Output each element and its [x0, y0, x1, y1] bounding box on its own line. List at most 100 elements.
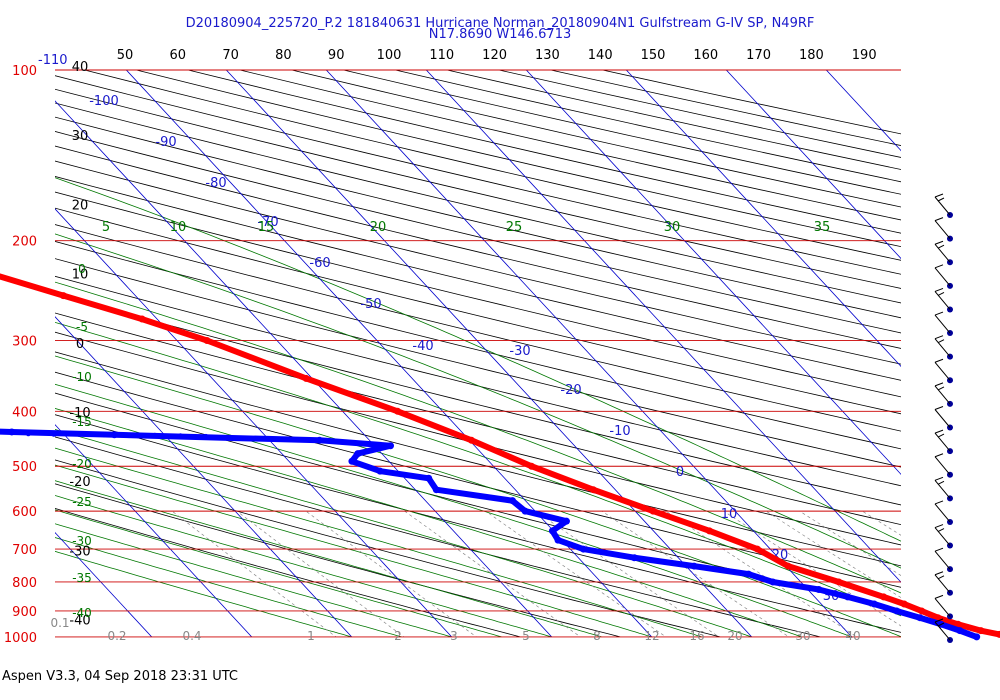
- dewpoint-profile-point: [893, 607, 901, 615]
- moist-adiabat-label: 35: [814, 220, 831, 235]
- top-axis-label: 170: [746, 48, 771, 63]
- isotherm-label: -100: [89, 94, 119, 109]
- dewpoint-profile-point: [387, 442, 395, 450]
- temperature-profile-point: [589, 486, 597, 494]
- dry-adiabat-line: [55, 131, 901, 334]
- temperature-profile-point: [784, 562, 792, 570]
- wind-barb-staff: [934, 456, 951, 476]
- isotherm-line: [325, 70, 853, 637]
- moist-adiabat-line: [55, 233, 901, 569]
- dry-adiabat-line: [55, 207, 901, 415]
- wind-barb-feather: [934, 406, 944, 410]
- pressure-label: 800: [12, 576, 37, 591]
- wind-barb-feather: [934, 287, 944, 292]
- wind-barb-feather: [934, 571, 944, 576]
- temperature-profile-point: [138, 315, 146, 323]
- height-axis-label: -30: [69, 544, 90, 559]
- temperature-profile-point: [900, 600, 908, 608]
- temperature-profile-point: [977, 627, 985, 635]
- isotherm-line: [55, 531, 153, 637]
- moist-adiabat-label: 25: [506, 220, 523, 235]
- wind-barb-feather: [934, 240, 944, 245]
- dewpoint-profile-point: [870, 600, 878, 608]
- moist-adiabat-label: 20: [370, 220, 387, 235]
- moist-adiabat-line: [55, 429, 754, 637]
- dewpoint-profile-point: [690, 562, 698, 570]
- moist-adiabat-label: -5: [76, 320, 88, 334]
- wind-barb-staff: [934, 385, 951, 405]
- moist-adiabat-line: [55, 355, 901, 637]
- moist-adiabat-label: 0: [78, 262, 86, 276]
- dewpoint-profile-point: [425, 474, 433, 482]
- wind-barb-feather: [934, 453, 944, 458]
- dry-adiabat-line: [55, 508, 523, 637]
- wind-barb-staff: [934, 361, 951, 381]
- moist-adiabat-line: [55, 447, 704, 637]
- dry-adiabat-line: [55, 191, 901, 398]
- moist-adiabat-label: 5: [102, 220, 110, 235]
- moist-adiabat-line: [55, 480, 604, 637]
- wind-barb-staff: [934, 314, 951, 334]
- mixing-ratio-line: [799, 510, 901, 576]
- isotherm-line: [425, 70, 901, 583]
- moist-adiabat-label: -20: [72, 457, 92, 471]
- pressure-label: 900: [12, 605, 37, 620]
- pressure-label: 100: [12, 64, 37, 79]
- wind-barb-feather: [937, 197, 945, 202]
- moist-adiabat-label: -25: [72, 495, 92, 509]
- dry-adiabat-line: [55, 331, 901, 546]
- chart-title-line2: N17.8690 W146.6713: [428, 27, 572, 42]
- top-axis-label: 130: [535, 48, 560, 63]
- temperature-profile-point: [995, 630, 1000, 638]
- dewpoint-profile-point: [973, 633, 981, 641]
- height-axis-label: -40: [69, 614, 90, 629]
- pressure-label: 600: [12, 505, 37, 520]
- dewpoint-profile-point: [521, 507, 529, 515]
- dewpoint-profile-point: [916, 614, 924, 622]
- moist-adiabat-line: [55, 281, 901, 594]
- corner-temp-label: -110: [38, 53, 68, 68]
- dewpoint-profile-point: [316, 436, 324, 444]
- isotherm-label: -10: [609, 424, 630, 439]
- dewpoint-profile-point: [554, 536, 562, 544]
- isotherm-label: -90: [155, 135, 176, 150]
- dry-adiabat-line: [55, 414, 901, 633]
- isotherm-line: [55, 316, 353, 637]
- temperature-profile-point: [753, 545, 761, 553]
- dewpoint-sparse-point: [25, 431, 31, 437]
- wind-barb-feather: [934, 217, 944, 222]
- moist-adiabat-label: -15: [72, 415, 92, 429]
- height-axis-label: -10: [69, 406, 90, 421]
- wind-barb-feather: [934, 500, 944, 505]
- pressure-label: 200: [12, 235, 37, 250]
- wind-barb-feather: [934, 594, 944, 599]
- temperature-profile-point: [835, 578, 843, 586]
- wind-barb-feather: [934, 429, 944, 434]
- chart-title-line1: D20180904_225720_P.2 181840631 Hurricane…: [185, 16, 815, 31]
- dry-adiabat-line: [55, 312, 901, 526]
- dewpoint-sparse-point: [152, 432, 158, 438]
- dewpoint-profile-point: [508, 497, 516, 505]
- dewpoint-sparse-point: [51, 431, 57, 437]
- top-axis-label: 70: [222, 48, 239, 63]
- mixing-ratio-label: 3: [450, 629, 458, 643]
- dry-adiabat-line: [55, 224, 901, 432]
- moist-adiabat-line: [55, 509, 504, 637]
- isotherm-line: [55, 208, 453, 637]
- dewpoint-sparse-point: [127, 432, 133, 438]
- dewpoint-profile-point: [8, 428, 16, 436]
- wind-barb-feather: [937, 244, 945, 249]
- isotherm-label: 10: [721, 507, 738, 522]
- height-axis-label: 0: [76, 337, 84, 352]
- wind-barb-feather: [937, 386, 945, 391]
- isotherm-line: [55, 424, 253, 637]
- mixing-ratio-label: 20: [727, 629, 742, 643]
- top-axis-label: 180: [799, 48, 824, 63]
- wind-barb-staff: [934, 550, 951, 570]
- dry-adiabat-line: [55, 371, 901, 588]
- isotherm-line: [825, 70, 901, 152]
- temperature-profile-point: [302, 374, 310, 382]
- dewpoint-profile-point: [769, 578, 777, 586]
- top-axis-label: 160: [693, 48, 718, 63]
